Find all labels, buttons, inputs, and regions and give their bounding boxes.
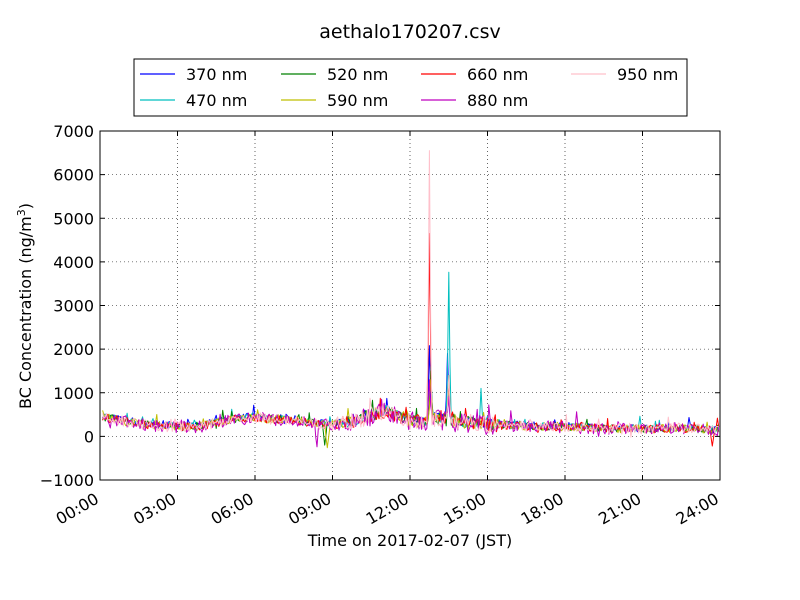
- y-tick-label: 3000: [53, 297, 94, 316]
- chart-title: aethalo170207.csv: [319, 21, 501, 43]
- legend-label: 880 nm: [467, 91, 528, 110]
- legend: 370 nm 470 nm 520 nm 590 nm 660 nm 880 nm 950 …: [140, 65, 678, 110]
- y-tick-label: 7000: [53, 122, 94, 141]
- legend-label: 370 nm: [186, 65, 247, 84]
- series-line-950-nm: [102, 150, 719, 438]
- legend-box: [133, 58, 688, 117]
- y-tick-label: 6000: [53, 166, 94, 185]
- y-tick-label: 4000: [53, 253, 94, 272]
- series-lines: [102, 150, 720, 449]
- legend-label: 470 nm: [186, 91, 247, 110]
- grid-lines: [100, 131, 720, 480]
- y-axis-label: BC Concentration (ng/m3): [15, 203, 35, 409]
- legend-label: 660 nm: [467, 65, 528, 84]
- legend-label: 590 nm: [327, 91, 388, 110]
- x-axis-label: Time on 2017-02-07 (JST): [307, 531, 512, 550]
- legend-label: 520 nm: [327, 65, 388, 84]
- y-tick-label: 0: [84, 427, 94, 446]
- y-tick-label: 2000: [53, 340, 94, 359]
- y-tick-label: −1000: [40, 471, 94, 490]
- legend-label: 950 nm: [617, 65, 678, 84]
- y-tick-label: 5000: [53, 209, 94, 228]
- y-tick-label: 1000: [53, 384, 94, 403]
